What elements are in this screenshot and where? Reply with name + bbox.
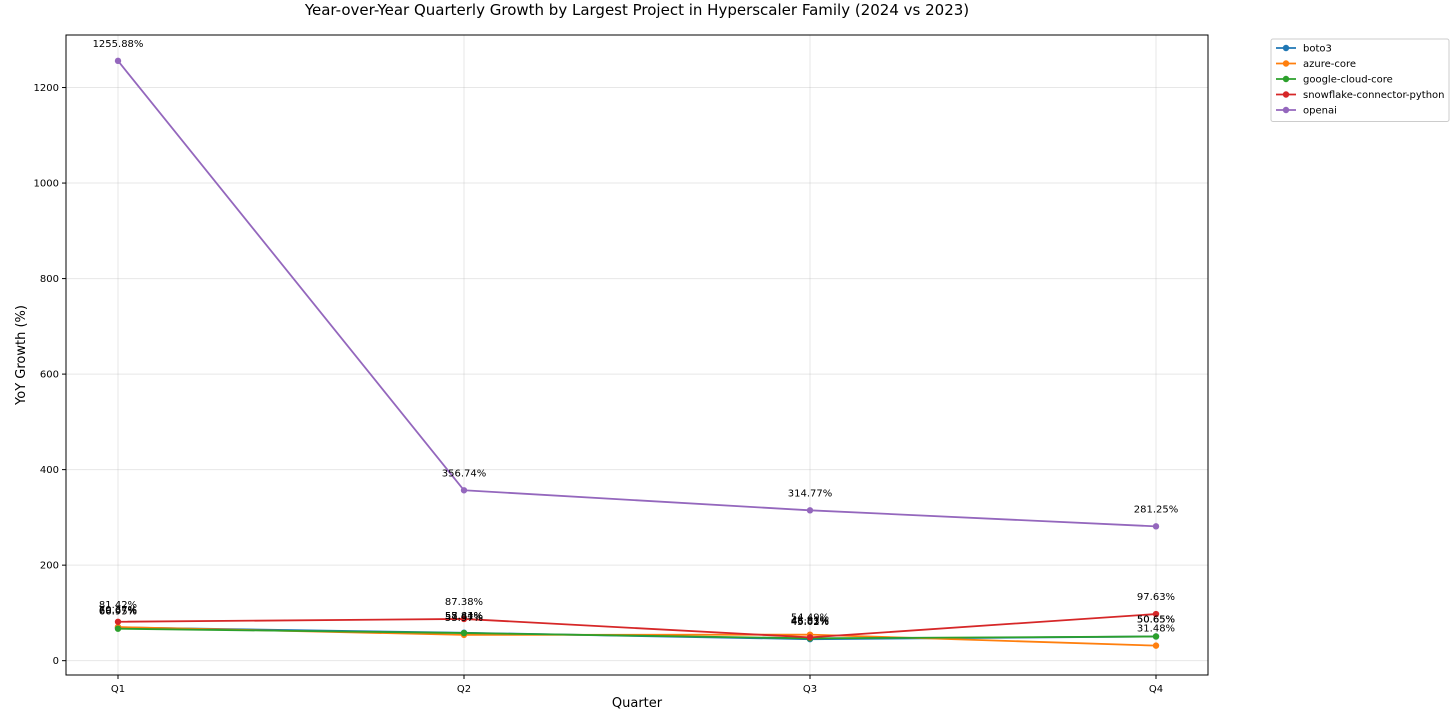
grid: [66, 35, 1208, 675]
y-axis-label: YoY Growth (%): [14, 305, 29, 406]
x-tick-label: Q1: [111, 684, 125, 695]
y-tick-label: 600: [40, 370, 59, 381]
legend-item-boto3: boto3: [1276, 44, 1332, 55]
legend-swatch-marker: [1282, 60, 1290, 67]
data-point: [1152, 642, 1160, 649]
legend-label: google-cloud-core: [1303, 75, 1393, 86]
data-label: 87.38%: [445, 597, 483, 608]
data-point: [1152, 523, 1160, 530]
data-point: [806, 634, 814, 641]
data-label: 31.48%: [1137, 624, 1175, 635]
axis-ticks: 0 200 400 600 800 1000 1200 Q1 Q2 Q3 Q4: [34, 83, 1164, 695]
data-label: 50.65%: [1137, 614, 1175, 625]
data-label: 53.97%: [445, 613, 483, 624]
data-label: 97.63%: [1137, 592, 1175, 603]
series-lines: [114, 57, 1160, 649]
x-tick-label: Q4: [1149, 684, 1163, 695]
legend-item-azure-core: azure-core: [1276, 59, 1356, 70]
data-label: 69.67%: [99, 605, 137, 616]
x-tick-label: Q3: [803, 684, 817, 695]
data-label: 58.44%: [445, 611, 483, 622]
data-point: [114, 57, 122, 65]
data-label: 46.83%: [791, 616, 829, 627]
series-line: [117, 627, 1157, 640]
data-label: 70.37%: [99, 605, 137, 616]
data-label: 54.49%: [791, 613, 829, 624]
data-label: 1255.88%: [93, 39, 144, 50]
series-google-cloud-core: [114, 625, 1160, 642]
legend-label: openai: [1303, 106, 1337, 117]
chart-title: Year-over-Year Quarterly Growth by Large…: [304, 1, 969, 19]
data-point: [114, 625, 122, 632]
data-point: [1152, 610, 1160, 618]
y-tick-label: 1000: [34, 179, 59, 190]
data-label: 81.42%: [99, 600, 137, 611]
legend-box: [1270, 38, 1450, 122]
series-line: [117, 60, 1157, 528]
series-line: [117, 613, 1157, 639]
data-point: [460, 615, 468, 623]
legend-label: snowflake-connector-python: [1303, 90, 1445, 101]
data-point: [460, 487, 468, 494]
data-label: 281.25%: [1134, 504, 1179, 515]
plot-frame: [65, 34, 1209, 676]
legend-swatch-marker: [1282, 44, 1290, 52]
series-openai: [114, 57, 1160, 530]
data-label: 45.02%: [791, 617, 829, 628]
data-label: 356.74%: [442, 468, 487, 479]
y-tick-label: 1200: [34, 83, 59, 94]
data-label: 50.65%: [1137, 614, 1175, 625]
legend-swatch-marker: [1282, 106, 1290, 114]
legend-swatch-marker: [1282, 75, 1290, 83]
x-tick-label: Q2: [457, 684, 471, 695]
data-point: [806, 507, 814, 514]
data-label: 48.81%: [791, 615, 829, 626]
y-tick-label: 800: [40, 274, 59, 285]
series-snowflake-connector-python: [114, 610, 1160, 641]
legend-item-google-cloud-core: google-cloud-core: [1276, 75, 1393, 86]
legend-item-snowflake-connector-python: snowflake-connector-python: [1276, 90, 1445, 101]
legend-item-openai: openai: [1276, 106, 1337, 117]
data-labels: 69.67% 58.44% 45.02% 50.65% 70.37% 53.97% 54.4…: [93, 39, 1179, 635]
y-tick-label: 0: [53, 656, 59, 667]
legend-label: boto3: [1303, 44, 1332, 55]
y-tick-label: 200: [40, 561, 59, 572]
legend-swatch-marker: [1282, 91, 1290, 98]
legend: boto3 azure-core google-cloud-core snowflak…: [1270, 38, 1450, 122]
x-axis-label: Quarter: [612, 696, 663, 711]
data-point: [460, 629, 468, 637]
data-label: 66.95%: [99, 607, 137, 618]
legend-label: azure-core: [1303, 59, 1356, 70]
data-label: 57.81%: [445, 611, 483, 622]
data-point: [114, 618, 122, 625]
data-point: [1152, 633, 1160, 640]
series-boto3: [114, 624, 1160, 643]
y-tick-label: 400: [40, 465, 59, 476]
data-label: 314.77%: [788, 488, 833, 499]
